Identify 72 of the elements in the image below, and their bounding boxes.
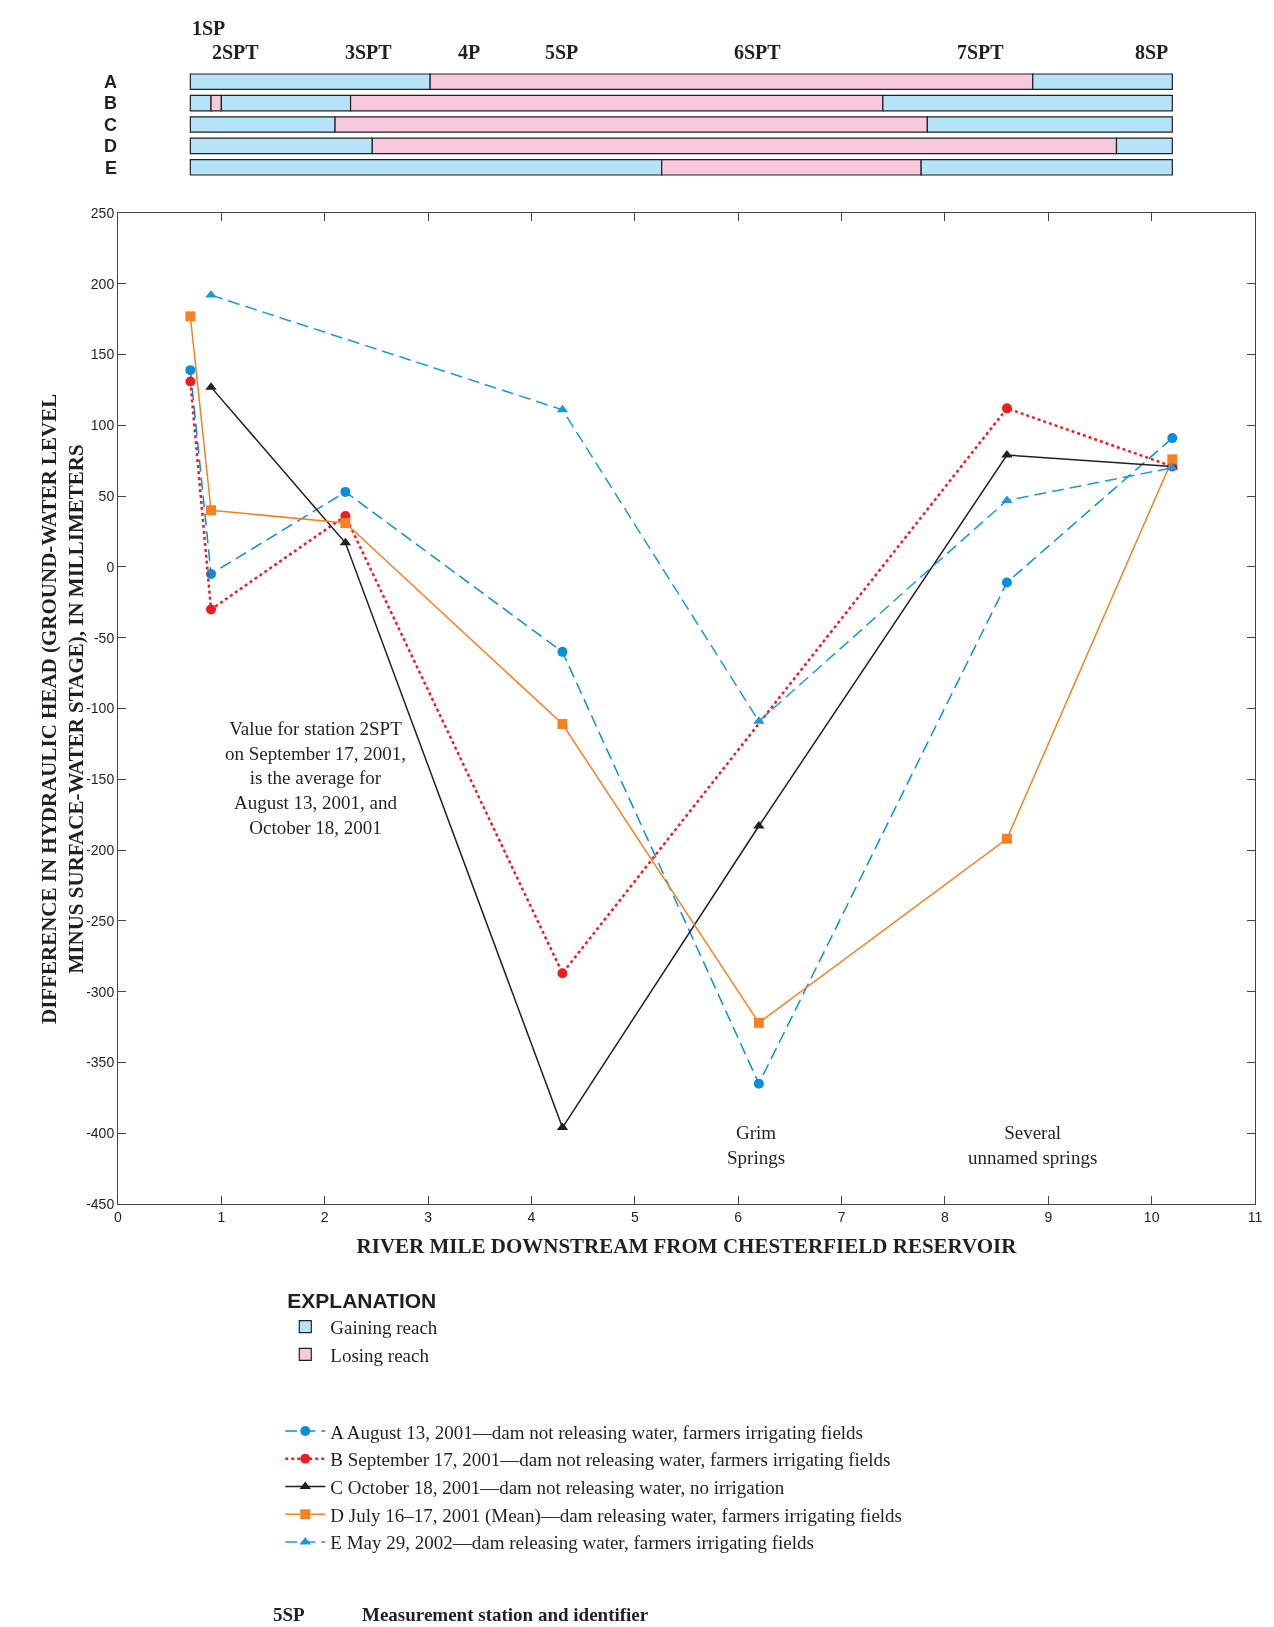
point [206, 505, 217, 516]
x-tick-label: 9 [1044, 1208, 1053, 1225]
point [206, 569, 217, 580]
y-tick-label: -450 [86, 1195, 115, 1212]
point [1001, 833, 1012, 844]
text: 5SP [273, 1604, 306, 1625]
text: 4P [458, 41, 481, 63]
x-tick-label: 11 [1247, 1208, 1263, 1225]
y-tick-label: -100 [86, 700, 115, 717]
point [185, 365, 196, 376]
legend-label: C October 18, 2001—dam not releasing water, no irrigation [330, 1476, 785, 1498]
y-tick-label: E [104, 157, 117, 178]
y-tick-label: 50 [98, 488, 115, 505]
y-tick-label: -400 [86, 1125, 115, 1142]
x-tick-label: 3 [424, 1208, 433, 1225]
x-tick-label: 7 [837, 1208, 846, 1225]
text: 7SPT [957, 41, 1005, 63]
text: 8SP [1135, 41, 1169, 63]
y-tick-label: -250 [86, 912, 115, 929]
text: 2SPT [212, 41, 260, 63]
legend-label: Losing reach [330, 1344, 430, 1366]
x-axis-title: RIVER MILE DOWNSTREAM FROM CHESTERFIELD RESERVOIR [356, 1234, 1018, 1258]
point [206, 604, 217, 615]
text: 6SPT [734, 41, 782, 63]
x-tick-label: 8 [941, 1208, 950, 1225]
point [557, 646, 568, 657]
point [1001, 577, 1012, 588]
x-tick-label: 6 [734, 1208, 743, 1225]
point [185, 376, 196, 387]
y-tick-label: -200 [86, 841, 115, 858]
point [557, 968, 568, 979]
text: 1SP [192, 17, 226, 39]
y-tick-label: -350 [86, 1054, 115, 1071]
legend-label: E May 29, 2002—dam releasing water, farmers irrigating fields [330, 1532, 814, 1554]
y-tick-label: -50 [93, 629, 115, 646]
y-tick-label: C [104, 114, 117, 135]
y-tick-label: 150 [90, 346, 115, 363]
text: 3SPT [345, 41, 393, 63]
point [185, 311, 196, 322]
legend-label: Gaining reach [330, 1317, 438, 1339]
x-tick-label: 2 [320, 1208, 329, 1225]
y-tick-label: -150 [86, 771, 115, 788]
point [753, 1017, 764, 1028]
text: Measurement station and identifier [362, 1604, 649, 1625]
y-tick-label: D [104, 136, 117, 157]
y-tick-label: 250 [90, 204, 115, 221]
point [753, 1078, 764, 1089]
y-tick-label: B [104, 93, 117, 114]
y-axis-title: DIFFERENCE IN HYDRAULIC HEAD (GROUND-WATER LEVEL MINUS SURFACE-WATER STAGE), IN MILLIMETERS [37, 393, 89, 1024]
point [557, 719, 568, 730]
x-tick-label: 1 [217, 1208, 226, 1225]
legend-title: EXPLANATION [287, 1288, 437, 1312]
x-tick-label: 4 [527, 1208, 536, 1225]
legend-label: B September 17, 2001—dam not releasing water, farmers irrigating fields [330, 1449, 891, 1471]
point [340, 518, 351, 529]
x-tick-label: 10 [1143, 1208, 1160, 1225]
y-tick-label: 200 [90, 275, 115, 292]
annotation: Value for station 2SPT on September 17, 2001, is the average for August 13, 2001, and October 18, 2001 [225, 718, 407, 838]
annotation: Grim Springs [727, 1122, 786, 1168]
point [1167, 433, 1178, 444]
y-tick-label: 100 [90, 417, 115, 434]
point [1167, 454, 1178, 465]
text: 5SP [545, 41, 579, 63]
y-tick-label: -300 [86, 983, 115, 1000]
legend-label: D July 16–17, 2001 (Mean)—dam releasing water, farmers irrigating fields [330, 1504, 902, 1527]
point [1001, 403, 1012, 414]
x-tick-label: 5 [630, 1208, 639, 1225]
annotation: Several unnamed springs [968, 1122, 1098, 1168]
point [340, 486, 351, 497]
y-tick-label: A [104, 72, 117, 92]
y-tick-label: 0 [106, 558, 115, 575]
legend-label: A August 13, 2001—dam not releasing water, farmers irrigating fields [330, 1421, 863, 1443]
